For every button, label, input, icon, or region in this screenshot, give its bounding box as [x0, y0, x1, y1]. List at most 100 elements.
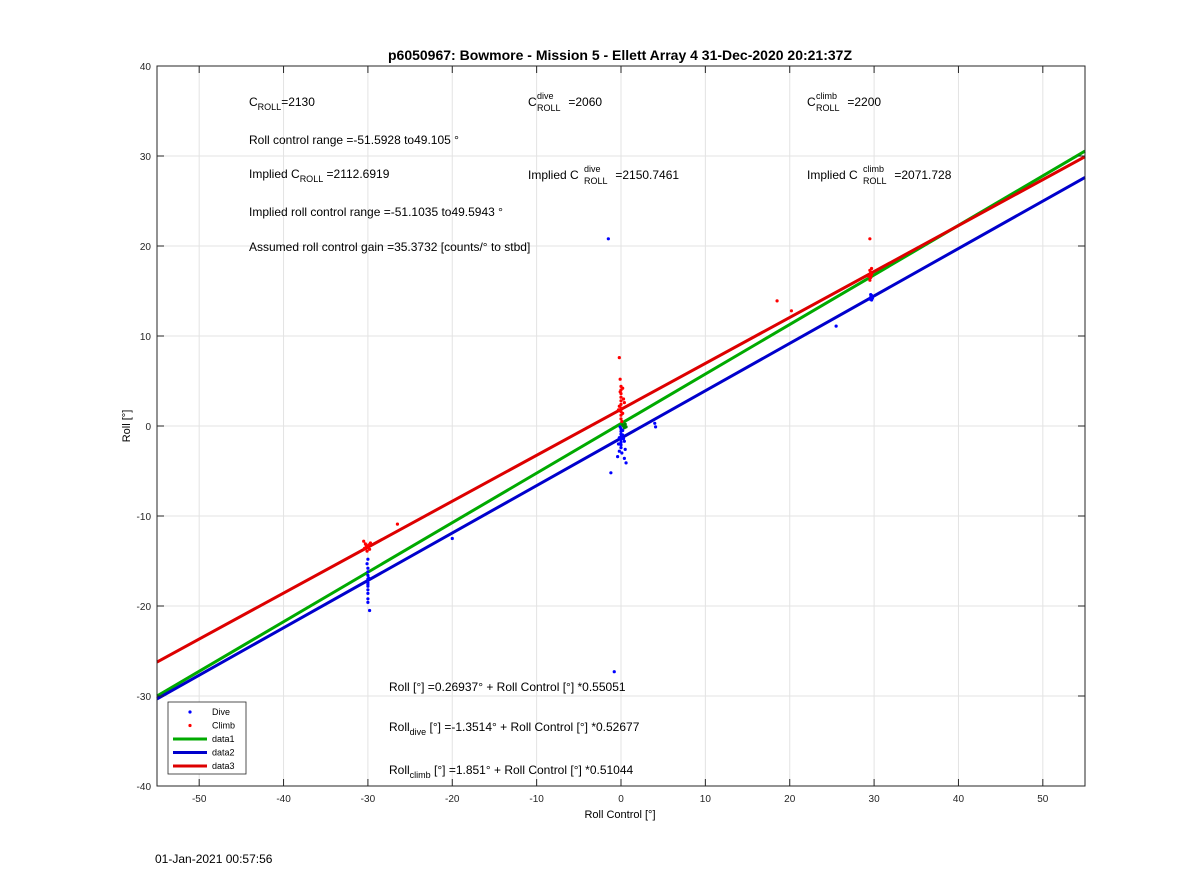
point-climb	[867, 275, 871, 279]
y-tick-label: -30	[137, 692, 152, 703]
point-dive	[653, 425, 658, 429]
ticks: -50 -40 -30 -20 -10 0 10 20 30 40 50 -40 -30 -20 -10 0 1…	[137, 62, 1085, 805]
footer-timestamp: 01-Jan-2021 00:57:56	[155, 852, 273, 866]
point-dive	[623, 447, 627, 451]
point-dive	[609, 471, 613, 475]
x-tick-label: -20	[445, 794, 460, 805]
annotation-eq-dive: Rolldive [°] =-1.3514° + Roll Control [°…	[389, 720, 640, 737]
point-climb	[869, 266, 874, 271]
point-dive	[619, 440, 623, 444]
x-tick-label: -40	[276, 794, 291, 805]
point-dive	[366, 573, 370, 578]
point-climb	[617, 356, 621, 360]
point-dive	[612, 670, 616, 674]
x-tick-label: 20	[784, 794, 796, 805]
point-dive	[366, 566, 370, 570]
point-climb	[619, 399, 623, 403]
annotation-roll-control-range: Roll control range =-51.5928 to49.105 °	[249, 133, 459, 147]
x-tick-label: -30	[361, 794, 376, 805]
point-dive	[619, 443, 623, 447]
y-axis-label: Roll [°]	[121, 410, 133, 443]
point-climb	[616, 408, 621, 412]
x-tick-label: 30	[869, 794, 881, 805]
point-climb	[620, 419, 624, 424]
y-tick-label: -40	[137, 782, 152, 793]
annotation-gain: Assumed roll control gain =35.3732 [coun…	[249, 240, 530, 254]
point-climb	[362, 546, 367, 551]
x-tick-label: 50	[1037, 794, 1049, 805]
point-dive	[618, 425, 622, 429]
legend-label: data1	[212, 734, 235, 744]
point-dive	[653, 421, 657, 425]
x-tick-label: 10	[700, 794, 712, 805]
point-dive	[366, 557, 370, 561]
point-dive	[366, 582, 370, 587]
x-tick-label: -10	[529, 794, 544, 805]
point-climb	[618, 390, 622, 394]
x-tick-label: -50	[192, 794, 207, 805]
point-climb	[621, 411, 625, 415]
point-dive	[366, 570, 370, 574]
point-dive	[621, 437, 626, 441]
point-dive	[616, 455, 620, 459]
y-tick-label: -20	[137, 602, 152, 613]
legend: Dive Climb data1 data2 data3	[167, 701, 247, 775]
point-dive	[622, 456, 626, 460]
point-dive	[450, 536, 454, 541]
point-dive	[367, 608, 372, 613]
annotation-eq-climb: Rollclimb [°] =1.851° + Roll Control [°]…	[389, 763, 634, 780]
point-dive	[620, 451, 624, 455]
point-dive	[616, 442, 621, 446]
point-climb	[868, 278, 872, 282]
chart-title: p6050967: Bowmore - Mission 5 - Ellett A…	[388, 47, 852, 63]
point-dive	[622, 439, 626, 443]
annotation-c-roll-dive: Cdive ROLL =2060	[528, 91, 602, 113]
point-climb	[869, 272, 873, 276]
legend-label: data3	[212, 761, 235, 771]
legend-items: Dive Climb data1 data2 data3	[173, 707, 235, 771]
x-axis-label: Roll Control [°]	[584, 809, 655, 821]
point-other	[622, 426, 626, 430]
point-dive	[606, 237, 610, 241]
point-dive	[869, 293, 873, 297]
point-dive	[621, 433, 625, 437]
point-other	[623, 422, 627, 426]
point-climb	[365, 549, 369, 553]
point-climb	[367, 547, 372, 551]
y-tick-label: 40	[140, 62, 152, 73]
point-climb	[617, 404, 621, 408]
annotation-implied-range: Implied roll control range =-51.1035 to4…	[249, 205, 503, 219]
y-tick-label: -10	[137, 512, 152, 523]
point-climb	[395, 522, 400, 526]
point-dive	[366, 588, 370, 592]
legend-label: Dive	[212, 707, 230, 717]
point-dive	[366, 597, 370, 601]
point-dive	[367, 576, 371, 580]
point-climb	[775, 299, 779, 303]
annotation-eq-all: Roll [°] =0.26937° + Roll Control [°] *0…	[389, 680, 626, 694]
point-climb	[621, 397, 626, 401]
point-climb	[868, 237, 872, 241]
point-dive	[624, 461, 628, 465]
y-tick-label: 0	[145, 422, 151, 433]
point-dive	[366, 591, 370, 596]
annotation-c-roll-climb: Cclimb ROLL =2200	[807, 91, 881, 113]
point-climb	[619, 417, 623, 421]
point-climb	[622, 401, 626, 405]
point-dive	[617, 436, 621, 440]
point-climb	[618, 377, 622, 381]
x-tick-label: 0	[618, 794, 624, 805]
point-dive	[834, 324, 838, 328]
legend-label: Climb	[212, 721, 235, 731]
point-other	[621, 423, 625, 427]
point-climb	[362, 539, 366, 543]
point-climb	[621, 386, 625, 390]
x-tick-label: 40	[953, 794, 965, 805]
point-dive	[621, 428, 625, 433]
point-dive	[366, 600, 370, 605]
annotation-c-roll: CROLL=2130	[249, 95, 315, 112]
y-tick-label: 30	[140, 152, 152, 163]
